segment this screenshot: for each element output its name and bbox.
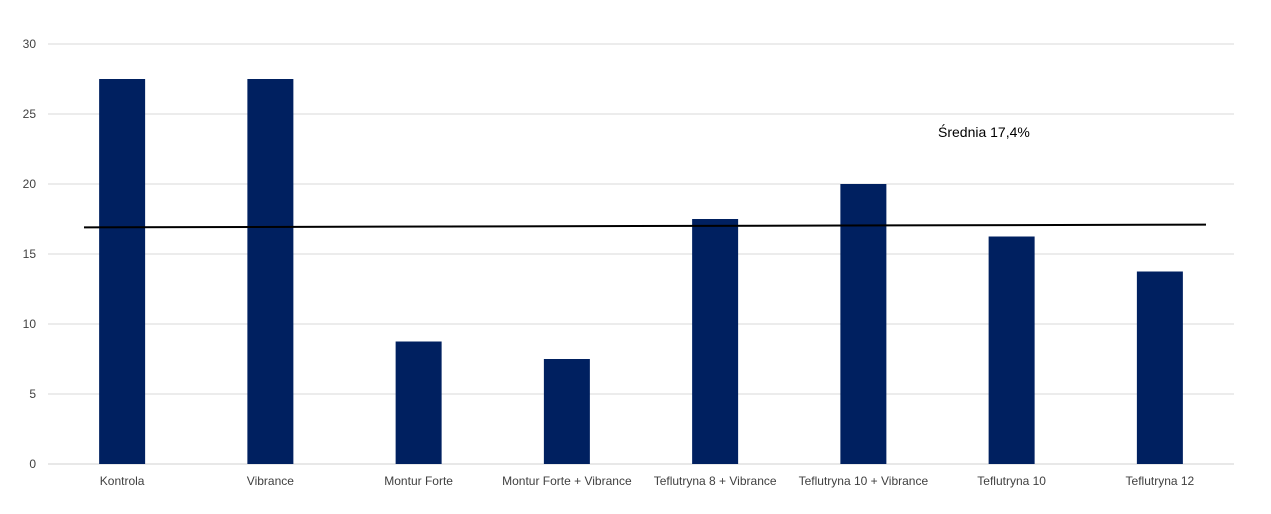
bar	[1136, 271, 1183, 464]
y-tick-label: 20	[23, 177, 37, 191]
bar	[988, 236, 1035, 464]
average-label: Średnia 17,4%	[938, 123, 1030, 140]
y-axis-ticks: 0 5 10 15 20 25 30	[23, 37, 37, 471]
bar	[247, 79, 294, 464]
x-tick-label: Teflutryna 10 + Vibrance	[799, 474, 929, 488]
average-line	[83, 223, 1207, 229]
x-tick-label: Teflutryna 8 + Vibrance	[654, 474, 777, 488]
x-tick-label: Montur Forte + Vibrance	[502, 474, 632, 488]
y-tick-label: 10	[23, 317, 37, 331]
y-tick-label: 25	[23, 107, 37, 121]
x-tick-label: Teflutryna 10	[977, 474, 1046, 488]
bar	[692, 219, 739, 464]
x-tick-label: Vibrance	[247, 474, 294, 488]
y-tick-label: 15	[23, 247, 37, 261]
x-tick-label: Teflutryna 12	[1126, 474, 1195, 488]
y-tick-label: 5	[29, 387, 36, 401]
gridlines	[48, 43, 1234, 465]
y-tick-label: 30	[23, 37, 37, 51]
bar	[543, 359, 590, 464]
bars	[99, 79, 1183, 464]
x-tick-label: Montur Forte	[384, 474, 453, 488]
bar	[99, 79, 146, 464]
x-tick-label: Kontrola	[100, 474, 145, 488]
x-axis-labels: Kontrola Vibrance Montur Forte Montur Forte…	[100, 474, 1195, 488]
y-tick-label: 0	[29, 457, 36, 471]
bar	[395, 341, 442, 464]
bar	[840, 184, 887, 464]
